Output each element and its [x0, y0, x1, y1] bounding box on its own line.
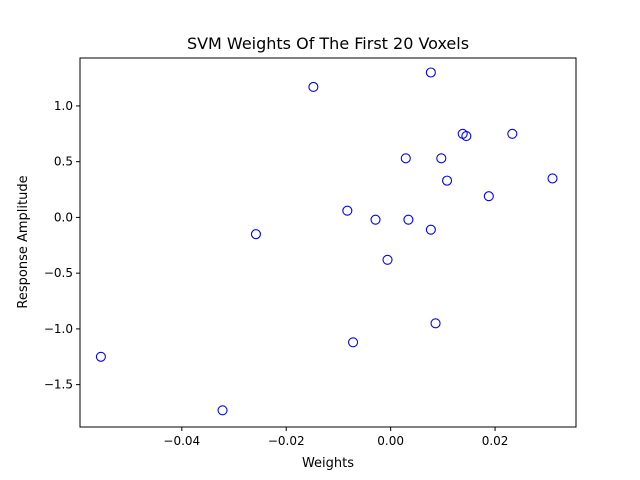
- y-tick-label: 0.0: [54, 210, 73, 224]
- x-tick-label: −0.02: [268, 434, 305, 448]
- chart-title: SVM Weights Of The First 20 Voxels: [187, 34, 469, 53]
- data-point-10: [403, 214, 414, 225]
- data-point-1: [95, 351, 106, 362]
- data-point-4: [308, 81, 319, 93]
- x-tick-label: 0.02: [482, 434, 509, 448]
- data-point-17: [461, 130, 472, 142]
- data-point-19: [507, 128, 518, 139]
- data-points: [95, 67, 558, 416]
- y-tick-label: −0.5: [44, 266, 73, 280]
- data-point-15: [441, 175, 453, 186]
- data-point-20: [547, 173, 558, 184]
- data-point-6: [348, 337, 359, 348]
- data-point-12: [425, 224, 436, 235]
- y-axis: −1.5 −1.0 −0.5 0.0 0.5 1.0: [44, 99, 80, 392]
- y-tick-label: 0.5: [54, 155, 73, 169]
- plot-area-frame: [79, 57, 577, 428]
- x-tick-label: −0.04: [163, 434, 200, 448]
- data-point-7: [370, 214, 381, 225]
- y-axis-label: Response Amplitude: [16, 175, 31, 308]
- data-point-11: [425, 67, 436, 78]
- y-tick-label: −1.0: [44, 322, 73, 336]
- data-point-18: [483, 191, 494, 202]
- data-point-8: [382, 254, 393, 265]
- data-point-3: [250, 229, 261, 240]
- data-point-5: [342, 205, 353, 216]
- data-point-2: [217, 405, 228, 416]
- y-tick-label: 1.0: [54, 99, 73, 113]
- y-tick-label: −1.5: [44, 378, 73, 392]
- x-axis-label: Weights: [302, 456, 354, 471]
- data-point-14: [436, 153, 447, 164]
- x-axis: −0.04 −0.02 0.00 0.02: [163, 427, 508, 448]
- x-tick-label: 0.00: [377, 434, 404, 448]
- data-point-9: [400, 153, 411, 164]
- data-point-13: [430, 318, 441, 329]
